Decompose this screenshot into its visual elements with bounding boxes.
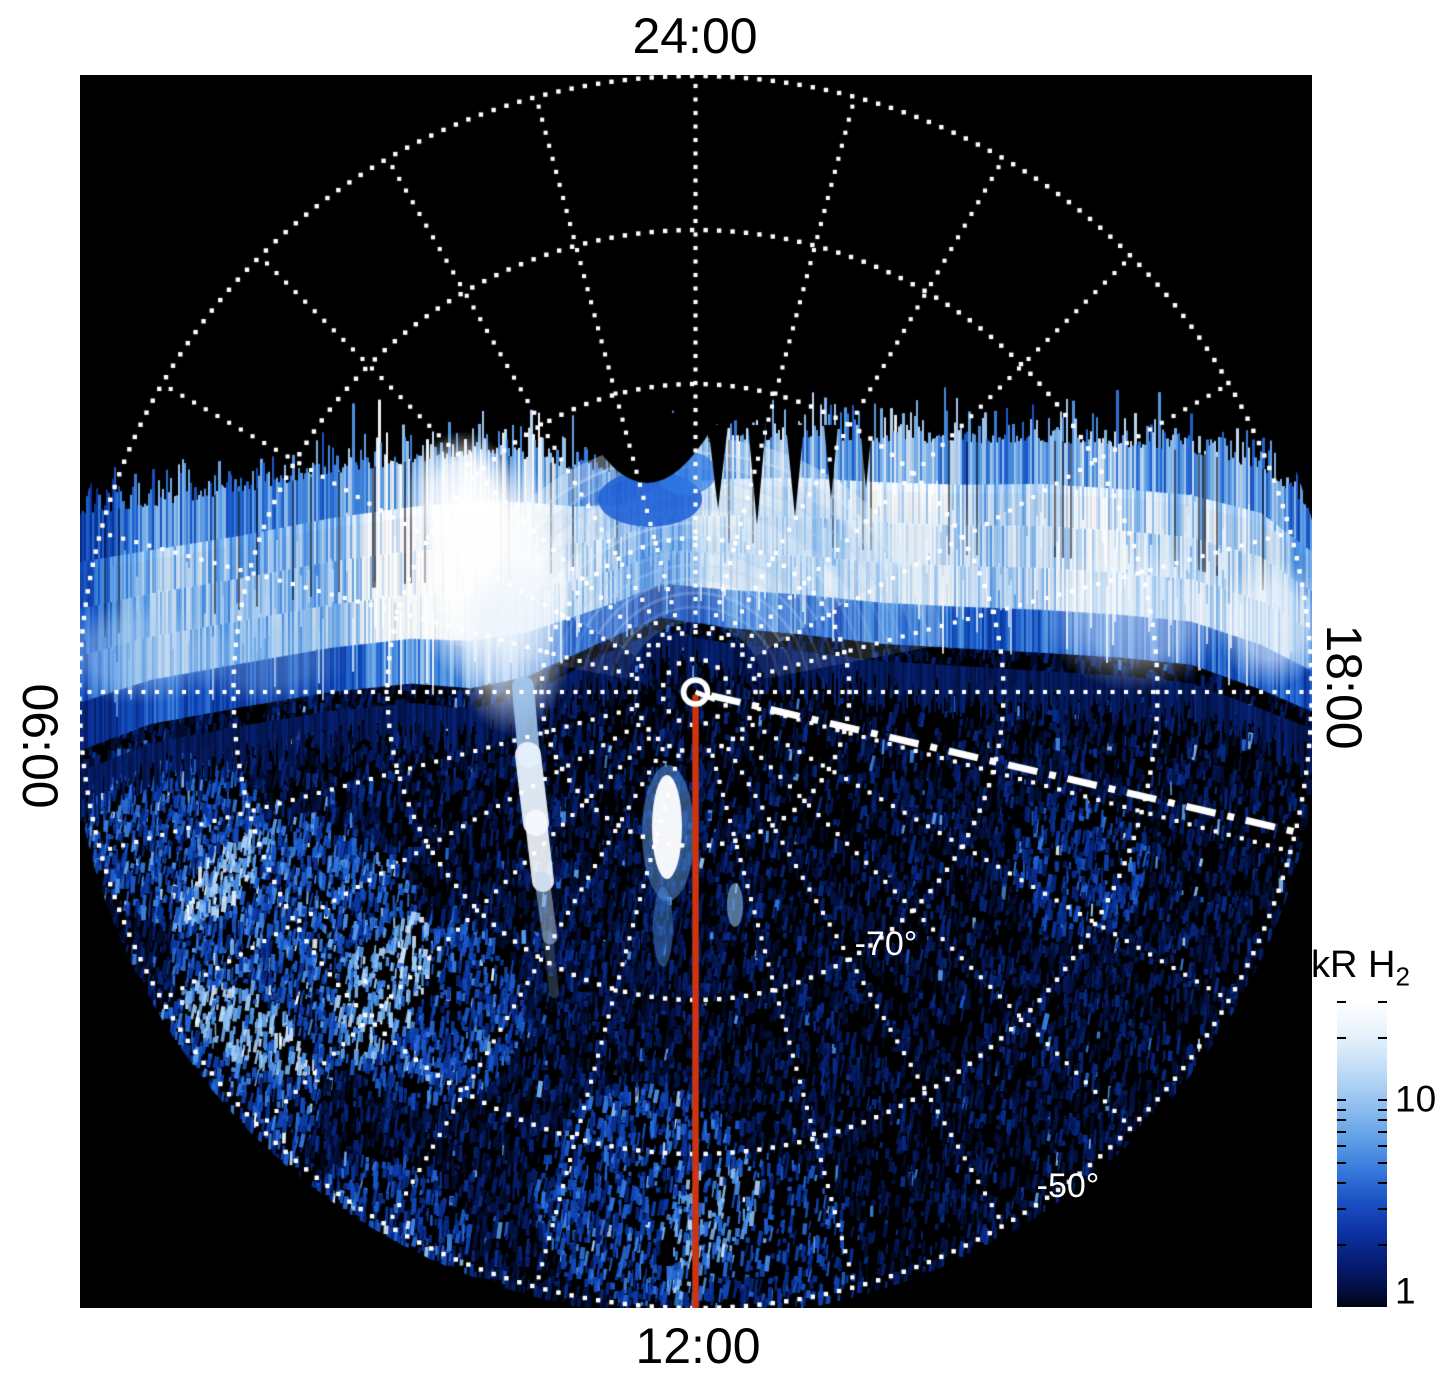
colorbar-tick (1378, 1036, 1387, 1039)
local-time-label-dawn: 06:00 (12, 683, 68, 809)
colorbar-title-main: kR H (1311, 944, 1396, 986)
polar-plot-canvas (80, 75, 1312, 1308)
colorbar-tick (1337, 1145, 1346, 1148)
colorbar-tick (1378, 1001, 1387, 1003)
colorbar-tick (1378, 1244, 1387, 1247)
colorbar-title: kR H2 (1311, 946, 1410, 990)
local-time-label-dusk: 18:00 (1316, 624, 1372, 750)
colorbar-tick (1337, 1036, 1346, 1039)
colorbar-tick (1378, 1119, 1387, 1122)
colorbar-tick (1337, 1244, 1346, 1247)
colorbar-tick (1337, 1108, 1346, 1111)
local-time-label-midnight: 24:00 (632, 8, 758, 64)
colorbar-tick (1337, 1181, 1346, 1184)
colorbar-tick (1378, 1207, 1387, 1210)
colorbar-tick (1378, 1131, 1387, 1134)
colorbar-tick (1337, 1099, 1346, 1102)
latitude-label-minus50: -50° (1036, 1167, 1100, 1205)
colorbar-tick (1337, 1119, 1346, 1122)
colorbar-tick-label-10: 10 (1395, 1078, 1437, 1120)
colorbar-tick (1378, 1181, 1387, 1184)
colorbar-tick (1378, 1145, 1387, 1148)
local-time-label-noon: 12:00 (635, 1318, 761, 1374)
colorbar-tick (1337, 1131, 1346, 1134)
colorbar-title-subscript: 2 (1395, 961, 1410, 992)
latitude-label-minus70: -70° (854, 925, 918, 963)
colorbar-tick (1378, 1108, 1387, 1111)
colorbar-tick (1378, 1161, 1387, 1164)
colorbar-tick (1337, 1207, 1346, 1210)
colorbar-tick (1378, 1099, 1387, 1102)
colorbar-tick (1337, 1001, 1346, 1003)
colorbar-tick (1337, 1161, 1346, 1164)
colorbar-tick-label-1: 1 (1395, 1270, 1416, 1312)
colorbar-gradient (1337, 1000, 1387, 1307)
